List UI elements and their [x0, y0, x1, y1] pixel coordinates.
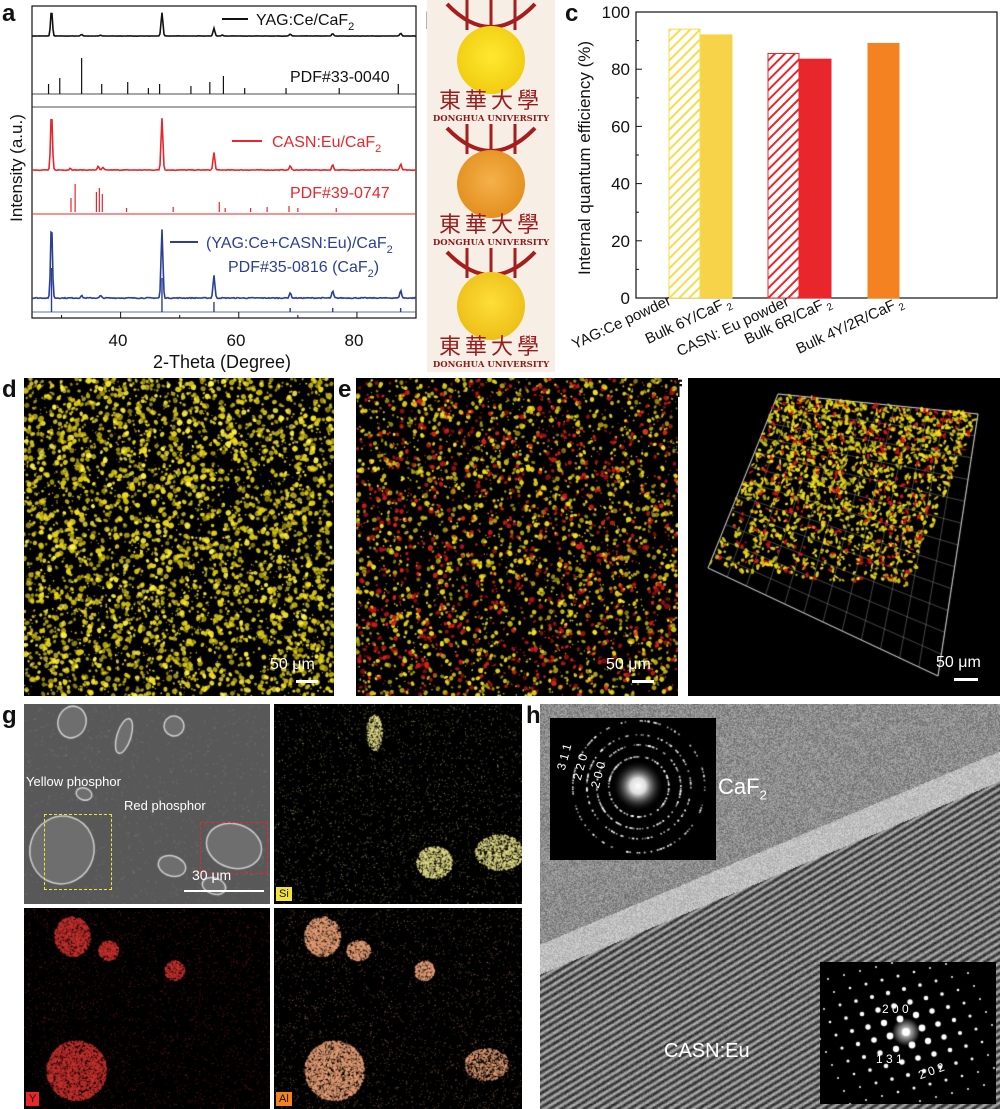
chinese-text-1: 東華大學 [439, 89, 543, 114]
yellow-phosphor-box [44, 814, 112, 890]
confocal-yellow-panel: 50 μm [24, 378, 334, 696]
red-phosphor-box [200, 822, 268, 874]
ytick-label-20: 20 [611, 232, 630, 251]
scale-label-e: 50 μm [606, 656, 651, 673]
xrd-plot: YAG:Ce/CaF2 PDF#33-0040 CASN:Eu/CaF2 PDF… [7, 5, 417, 372]
yellow-phosphor-label: Yellow phosphor [26, 774, 121, 789]
xrd-traces [31, 12, 417, 300]
xrd-xtick-40: 40 [109, 331, 128, 350]
scale-bar-f [954, 678, 978, 681]
si-tag: Si [276, 887, 292, 901]
orange-sample-disk [457, 150, 525, 218]
ytick-label-80: 80 [611, 60, 630, 79]
ytick-label-60: 60 [611, 117, 630, 136]
panel-label-c: c [565, 0, 579, 27]
university-text-3: DONGHUA UNIVERSITY [433, 360, 550, 370]
pdf-label-2: PDF#39-0747 [290, 185, 390, 202]
legend-label-3: (YAG:Ce+CASN:Eu)/CaF2 [206, 235, 393, 256]
xrd-xlabel: 2-Theta (Degree) [153, 352, 291, 372]
iqe-ylabel: Internal quantum efficiency (%) [575, 41, 594, 275]
scale-bar-e [632, 680, 654, 683]
y-tag: Y [26, 1092, 40, 1106]
3d-particle-volume [688, 378, 1000, 696]
scale-label-f: 50 μm [936, 654, 981, 671]
hrtem-panel: CaF2 CASN:Eu 3 1 1 2 2 0 2 0 0 2 0 0 1 3… [540, 704, 1000, 1109]
sem-image: Yellow phosphor Red phosphor 30 μm [24, 704, 270, 904]
caf2-label: CaF2 [718, 774, 767, 803]
confocal-3d-panel: 50 μm [688, 378, 1000, 696]
bar-3 [799, 58, 832, 299]
panel-label-h: h [526, 702, 541, 729]
scale-bar-d [296, 680, 318, 683]
panel-label-a: a [2, 0, 16, 27]
ytick-label-0: 0 [621, 289, 630, 308]
legend-label-1: YAG:Ce/CaF2 [256, 12, 354, 33]
trace-casn-caf2 [31, 118, 416, 172]
yellow-particle-map [24, 378, 334, 696]
photo-2: 東華大學 DONGHUA UNIVERSITY [433, 124, 550, 248]
confocal-mixed-panel: 50 μm [356, 378, 678, 696]
yellow-red-particle-map [356, 378, 678, 696]
scale-label-d: 50 μm [270, 656, 315, 673]
panel-label-g: g [2, 702, 17, 729]
bar-axes: 0 20 40 60 80 100 [602, 3, 998, 308]
xrd-ticks [32, 58, 417, 318]
eds-al-map: Al [274, 908, 522, 1109]
university-text-1: DONGHUA UNIVERSITY [433, 114, 550, 124]
chinese-text-3: 東華大學 [439, 335, 543, 360]
trace-mixed-caf2 [31, 229, 417, 300]
saed-caf2-inset: 3 1 1 2 2 0 2 0 0 [550, 718, 716, 860]
eds-y-map: Y [24, 908, 270, 1109]
sem-scale-bar [184, 890, 264, 892]
al-tag: Al [276, 1092, 292, 1106]
xrd-ylabel: Intensity (a.u.) [7, 114, 26, 222]
bar-4 [867, 42, 900, 299]
ytick-label-40: 40 [611, 175, 630, 194]
bar-2 [767, 52, 800, 299]
university-text-2: DONGHUA UNIVERSITY [433, 238, 550, 248]
xrd-xtick-80: 80 [345, 331, 364, 350]
ytick-label-100: 100 [602, 3, 630, 22]
pdf-label-3: PDF#35-0816 (CaF2) [228, 259, 379, 280]
sem-scale-label: 30 μm [192, 867, 232, 883]
spot-label-131: 1 3 1 [876, 1052, 903, 1066]
trace-yag-caf2 [31, 12, 416, 38]
panel-label-f: f [674, 376, 682, 403]
chinese-text-2: 東華大學 [439, 213, 543, 238]
pdf-label-1: PDF#33-0040 [290, 69, 390, 86]
spot-label-200: 2 0 0 [882, 1002, 909, 1016]
sem-eds-panel: Yellow phosphor Red phosphor 30 μm Si Y … [24, 704, 522, 1109]
bar-0 [668, 28, 701, 299]
xrd-frame [31, 5, 417, 319]
xrd-panel: YAG:Ce/CaF2 PDF#33-0040 CASN:Eu/CaF2 PDF… [0, 0, 425, 372]
legend-label-2: CASN:Eu/CaF2 [272, 134, 381, 155]
panel-label-d: d [2, 376, 17, 403]
yellow-orange-sample-disk [457, 272, 525, 340]
bar-1 [700, 34, 733, 299]
photo-3: 東華大學 DONGHUA UNIVERSITY [433, 248, 550, 370]
photo-stack: 東華大學 DONGHUA UNIVERSITY 東華大學 DONGHUA UNI… [433, 0, 550, 370]
sample-photos-panel: 東華大學 DONGHUA UNIVERSITY 東華大學 DONGHUA UNI… [427, 0, 555, 372]
photo-1: 東華大學 DONGHUA UNIVERSITY [433, 0, 550, 124]
panel-label-e: e [338, 376, 352, 403]
xrd-xtick-60: 60 [227, 331, 246, 350]
yellow-sample-disk [457, 26, 525, 94]
red-phosphor-label: Red phosphor [124, 798, 206, 813]
casn-label: CASN:Eu [664, 1040, 750, 1062]
bars [668, 28, 900, 299]
eds-si-map: Si [274, 704, 522, 904]
saed-casn-inset: 2 0 0 1 3 1 2 0 2 [820, 962, 996, 1104]
